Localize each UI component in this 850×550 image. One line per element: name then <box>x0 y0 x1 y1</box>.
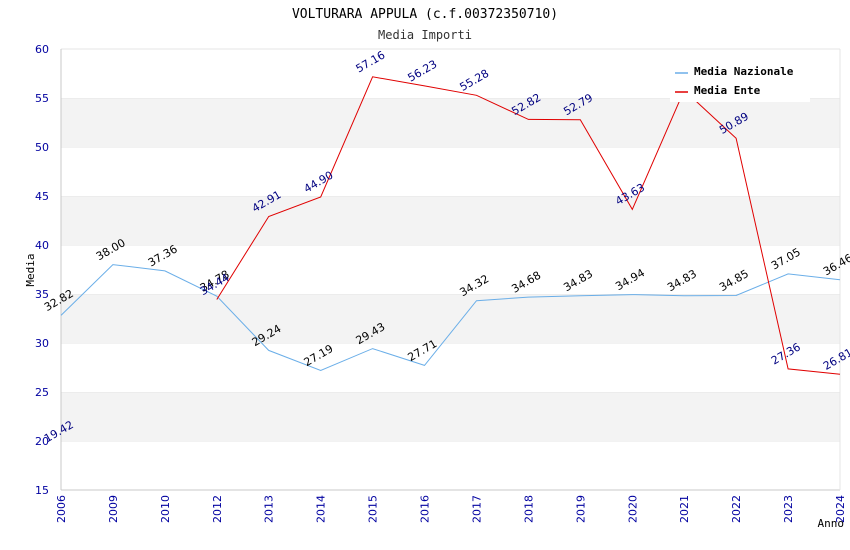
x-tick-label: 2016 <box>419 495 432 523</box>
grid-band <box>61 343 840 392</box>
x-tick-labels: 2006 2009 2010 2012 2013 2014 2015 2016 2017 2018… <box>55 495 847 523</box>
x-tick-label: 2013 <box>263 495 276 523</box>
legend-background <box>670 62 810 102</box>
x-tick-label: 2018 <box>522 495 535 523</box>
legend: Media Nazionale Media Ente <box>670 62 810 102</box>
grid-band <box>61 294 840 343</box>
x-tick-label: 2019 <box>574 495 587 523</box>
grid-band <box>61 196 840 245</box>
series-line-media-nazionale <box>60 264 841 372</box>
grid-band <box>61 441 840 490</box>
y-tick-label: 60 <box>35 43 49 56</box>
grid-bands <box>61 48 840 490</box>
x-tick-label: 2022 <box>730 495 743 523</box>
legend-label-media-nazionale: Media Nazionale <box>694 65 794 78</box>
x-tick-label: 2017 <box>470 495 483 523</box>
series-line-media-ente <box>216 76 841 375</box>
chart-title: VOLTURARA APPULA (c.f.00372350710) <box>292 7 558 22</box>
grid-band <box>61 245 840 294</box>
y-tick-label: 20 <box>35 435 49 448</box>
y-axis-label: Media <box>24 253 37 286</box>
y-tick-label: 35 <box>35 288 49 301</box>
x-tick-label: 2006 <box>55 495 68 523</box>
x-tick-label: 2024 <box>834 495 847 523</box>
x-tick-label: 2021 <box>678 495 691 523</box>
x-tick-label: 2023 <box>782 495 795 523</box>
y-tick-label: 30 <box>35 337 49 350</box>
x-axis-label: Anno <box>818 517 845 530</box>
x-tick-label: 2009 <box>107 495 120 523</box>
y-tick-label: 25 <box>35 386 49 399</box>
y-tick-label: 45 <box>35 190 49 203</box>
axes <box>60 49 841 491</box>
x-tick-label: 2020 <box>626 495 639 523</box>
x-tick-label: 2010 <box>159 495 172 523</box>
legend-label-media-ente: Media Ente <box>694 84 761 97</box>
chart-subtitle: Media Importi <box>378 28 472 42</box>
y-tick-labels: 15 20 25 30 35 40 45 50 55 60 <box>35 43 49 497</box>
y-tick-label: 50 <box>35 141 49 154</box>
x-tick-label: 2015 <box>367 495 380 523</box>
y-tick-label: 55 <box>35 92 49 105</box>
y-tick-label: 40 <box>35 239 49 252</box>
x-tick-label: 2014 <box>315 495 328 523</box>
series-lines <box>60 76 841 375</box>
grid-band <box>61 147 840 196</box>
grid-band <box>61 392 840 441</box>
x-tick-label: 2012 <box>211 495 224 523</box>
y-tick-label: 15 <box>35 484 49 497</box>
grid-band <box>61 98 840 147</box>
